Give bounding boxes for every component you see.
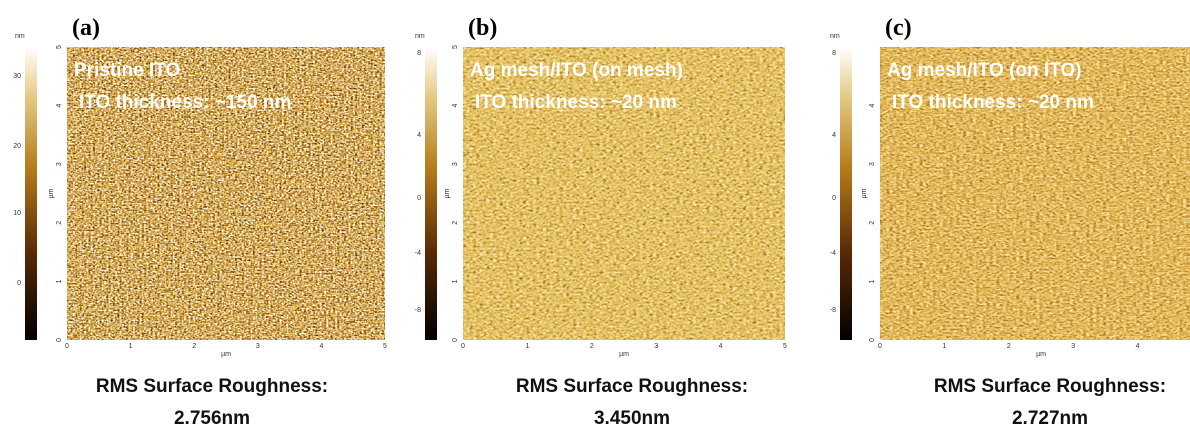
y-tick: 1 [452,279,459,283]
y-tick: 4 [869,104,876,108]
y-tick: 2 [452,221,459,225]
y-tick: 0 [869,338,876,342]
x-tick: 5 [383,343,387,350]
colorbar-unit: nm [415,33,425,40]
colorbar-tick: -8 [830,307,836,314]
panel-label: (c) [885,15,912,41]
y-tick: 0 [452,338,459,342]
overlay-line: ITO thickness: ~20 nm [892,92,1094,113]
overlay-line: Pristine ITO [74,60,180,81]
x-tick: 4 [319,343,323,350]
x-tick: 2 [192,343,196,350]
x-tick: 3 [256,343,260,350]
y-tick: 5 [56,45,63,49]
x-tick: 3 [654,343,658,350]
colorbar [840,47,852,340]
x-tick: 1 [525,343,529,350]
y-tick: 4 [452,104,459,108]
colorbar-tick: 4 [417,132,421,139]
overlay-line: ITO thickness: ~20 nm [475,92,677,113]
y-unit: µm [48,188,55,198]
x-tick: 5 [783,343,787,350]
afm-image [67,47,385,340]
colorbar-unit: nm [15,33,25,40]
colorbar-tick: 0 [417,195,421,202]
x-tick: 1 [129,343,133,350]
x-tick: 1 [942,343,946,350]
roughness-label: RMS Surface Roughness: [516,376,748,397]
y-unit: µm [861,188,868,198]
x-tick: 0 [878,343,882,350]
x-tick: 2 [1007,343,1011,350]
colorbar-tick: -8 [415,307,421,314]
x-unit: µm [619,351,629,358]
x-unit: µm [1036,351,1046,358]
x-tick: 0 [65,343,69,350]
panel-label: (a) [72,15,100,41]
x-unit: µm [221,351,231,358]
y-unit: µm [444,188,451,198]
roughness-value: 3.450nm [594,408,670,429]
x-tick: 3 [1071,343,1075,350]
overlay-line: ITO thickness: ~150 nm [79,92,291,113]
colorbar-tick: 4 [832,132,836,139]
colorbar [425,47,437,340]
roughness-value: 2.727nm [1012,408,1088,429]
y-tick: 2 [869,221,876,225]
x-tick: 2 [590,343,594,350]
colorbar-tick: 8 [417,50,421,57]
roughness-label: RMS Surface Roughness: [934,376,1166,397]
colorbar-tick: 20 [13,143,21,150]
y-tick: 5 [452,45,459,49]
overlay-line: Ag mesh/ITO (on mesh) [470,60,683,81]
y-tick: 0 [56,338,63,342]
y-tick: 1 [56,279,63,283]
colorbar-tick: 0 [832,195,836,202]
y-tick: 3 [869,162,876,166]
y-tick: 4 [56,104,63,108]
colorbar [25,47,37,340]
colorbar-tick: -4 [830,250,836,257]
y-tick: 2 [56,221,63,225]
colorbar-tick: 10 [13,210,21,217]
afm-image [880,47,1190,340]
x-tick: 0 [461,343,465,350]
y-tick: 3 [56,162,63,166]
panel-label: (b) [468,15,497,41]
y-tick: 3 [452,162,459,166]
colorbar-tick: -4 [415,250,421,257]
roughness-label: RMS Surface Roughness: [96,376,328,397]
colorbar-tick: 8 [832,50,836,57]
overlay-line: Ag mesh/ITO (on ITO) [887,60,1082,81]
colorbar-unit: nm [830,33,840,40]
roughness-value: 2.756nm [174,408,250,429]
y-tick: 1 [869,279,876,283]
afm-image [463,47,785,340]
colorbar-tick: 30 [13,73,21,80]
x-tick: 4 [1136,343,1140,350]
colorbar-tick: 0 [17,280,21,287]
x-tick: 4 [719,343,723,350]
